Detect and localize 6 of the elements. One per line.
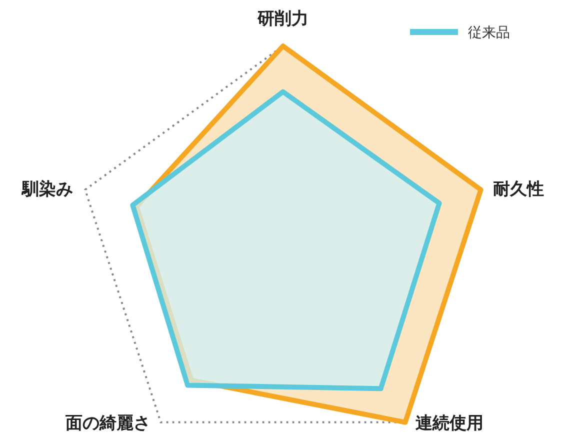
spoke-label: 馴染み <box>21 180 74 200</box>
spoke-label: 耐久性 <box>492 180 544 200</box>
legend-label: 従来品 <box>468 25 510 41</box>
spoke-label: 面の綺麗さ <box>64 413 151 434</box>
spoke-label: 研削力 <box>256 9 308 29</box>
spoke-label: 連続使用 <box>415 413 484 434</box>
